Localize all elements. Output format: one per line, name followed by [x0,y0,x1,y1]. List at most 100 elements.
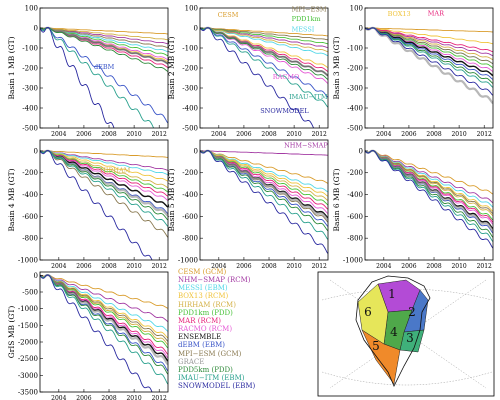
series-line-cesm [365,150,493,195]
x-tick-label: 2012 [152,263,167,270]
x-tick-label: 2004 [51,131,66,138]
x-tick-label: 2006 [236,131,251,138]
y-tick-label: -600 [22,213,38,221]
series-annotation: dEBM [94,63,115,71]
y-tick-label: -400 [347,105,363,113]
x-tick-label: 2004 [51,395,66,400]
series-line-mpi-esm [365,27,493,65]
x-tick-label: 2008 [101,131,116,138]
series-line-mpi-esm [40,150,168,238]
series-line-grace [40,273,168,366]
y-tick-label: 100 [185,5,198,13]
legend-item-mpi-esm: MPI−ESM (GCM) [178,349,242,358]
x-tick-label: 2010 [451,131,466,138]
y-tick-label: -200 [182,65,198,73]
x-tick-label: 2008 [101,395,116,400]
panel-6: 0 -200 -400 -600 -800 -1000 2004 2006 2008 2010 20… [332,139,494,270]
legend-item-snowmodel: SNOWMODEL (EBM) [178,382,256,391]
y-tick-label: -1000 [18,257,38,265]
x-tick-label: 2012 [477,263,492,270]
series-line-messi [40,274,168,332]
series-line-snowmodel [365,27,493,96]
y-tick-label: -100 [347,45,363,53]
series-line-imau-itm [40,150,168,227]
series-line-mpi-esm [40,274,168,342]
series-annotation: SNOWMODEL [260,107,309,115]
series-line-imau-itm [365,27,493,88]
basin-4-label: 4 [390,325,398,339]
y-tick-label: 0 [194,147,198,155]
x-tick-label: 2012 [152,395,167,400]
x-tick-label: 2008 [261,131,276,138]
series-group [40,149,168,260]
y-tick-label: 0 [359,25,363,33]
x-tick-label: 2012 [477,131,492,138]
x-tick-label: 2010 [126,131,141,138]
greenland-outline [355,275,431,387]
series-line-grace [365,26,493,105]
series-line-imau-itm [365,150,493,242]
series-line-snowmodel [40,274,153,392]
x-tick-label: 2008 [426,131,441,138]
series-line-cesm [200,150,328,184]
legend-item-mar: MAR (RCM) [178,316,221,325]
series-line-mpi-esm [200,27,328,41]
series-line-grace [40,26,168,65]
legend-item-box13: BOX13 (RCM) [178,292,229,301]
series-line-hirham [200,27,328,53]
y-tick-label: -3000 [18,372,38,380]
legend-item-ensemble: ENSEMBLE [178,333,222,342]
series-line-pdd5km [200,150,328,232]
panel-7: 0 -500 -1000 -1500 -2000 -2500 -3000 -3500 2004 2… [7,271,169,400]
plot-frame [39,139,169,261]
series-line-mar [40,150,168,197]
legend-item-racmo: RACMO (RCM) [178,325,233,334]
series-annotation: IMAU−ITM [289,93,328,101]
series-annotation: RACMO [273,73,300,81]
x-tick-label: 2004 [211,131,226,138]
basin-6-label: 6 [364,305,372,319]
x-tick-label: 2004 [376,263,391,270]
series-line-cesm [40,27,168,35]
y-axis-label: Basin 5 MB (GT) [167,168,176,231]
y-tick-label: -800 [182,235,198,243]
x-tick-label: 2010 [286,263,301,270]
series-annotation: MESSI [292,26,315,34]
y-tick-label: 0 [34,25,38,33]
legend-item-debm: dEBM (EBM) [178,341,226,350]
x-tick-label: 2006 [76,131,91,138]
y-axis-label: Basin 4 MB (GT) [7,168,16,231]
panel-1: 100 0 -100 -200 -300 -400 -500 2004 2006 2008 2010… [7,5,169,138]
series-group [40,26,168,128]
series-line-imau-itm [40,27,155,128]
plot-frame [39,271,169,393]
series-line-messi [365,150,493,208]
series-line-grace [200,149,328,221]
y-axis-label: Basin 1 MB (GT) [7,36,16,99]
series-line-pdd5km [40,27,168,72]
y-tick-label: 0 [34,147,38,155]
y-tick-label: -400 [182,105,198,113]
legend-item-cesm: CESM (GCM) [178,268,227,276]
basin-2-label: 2 [408,305,416,319]
y-tick-label: -400 [347,191,363,199]
x-tick-label: 2004 [51,263,66,270]
series-annotation: CESM [218,11,239,19]
series-group [365,26,493,105]
y-tick-label: -300 [182,85,198,93]
plot-frame [199,139,329,261]
series-line-pdd5km [200,27,328,80]
series-line-snowmodel [365,150,493,249]
y-tick-label: -500 [22,125,38,133]
x-tick-label: 2012 [312,263,327,270]
legend-item-pdd1km: PDD1km (PDD) [178,308,233,317]
x-tick-label: 2006 [76,395,91,400]
x-tick-label: 2012 [312,131,327,138]
series-line-messi [40,150,168,176]
basin-1-label: 1 [388,287,396,301]
x-tick-label: 2010 [451,263,466,270]
y-tick-label: -800 [347,235,363,243]
x-tick-label: 2012 [152,131,167,138]
legend: CESM (GCM) NHM−SMAP (RCM) MESSI (EBM) BOX13… [178,268,298,390]
y-tick-label: 0 [359,147,363,155]
